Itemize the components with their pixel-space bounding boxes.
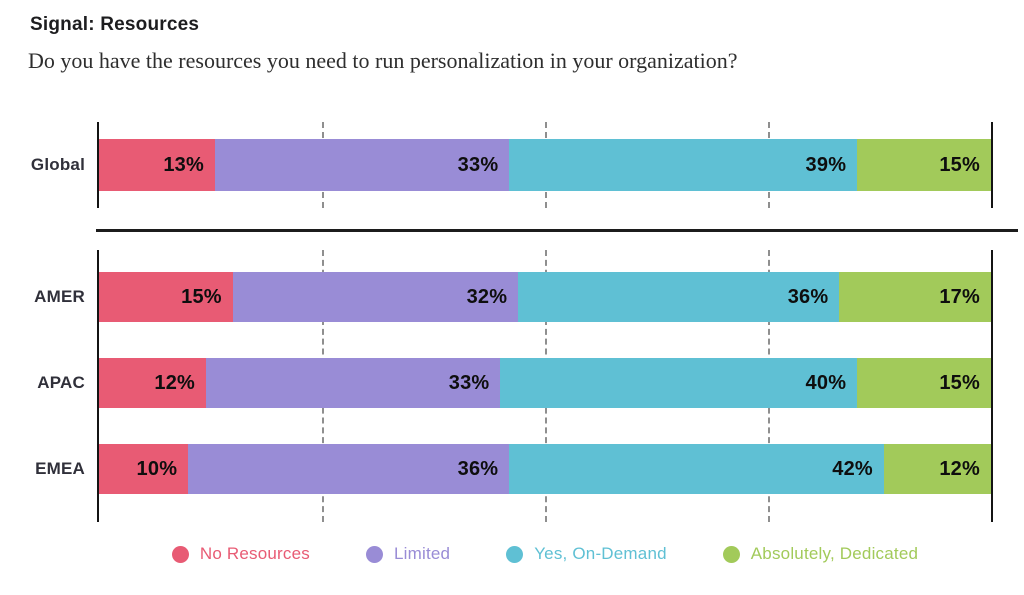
bar-row-amer: AMER 15% 32% 36% 17% — [34, 272, 991, 322]
bar-segment-no-resources: 13% — [99, 139, 215, 191]
bar-row-global: Global 13% 33% 39% 15% — [31, 139, 991, 191]
legend-item-no-resources: No Resources — [171, 544, 310, 564]
bar-segment-no-resources: 12% — [99, 358, 207, 408]
global-chart-plot-area: Global 13% 33% 39% 15% — [31, 122, 993, 208]
legend-item-absolutely-dedicated: Absolutely, Dedicated — [722, 544, 919, 564]
segment-value-label: 33% — [457, 153, 499, 176]
segment-value-label: 15% — [939, 371, 980, 394]
chart-divider-line — [96, 229, 1018, 232]
legend-label: Limited — [393, 544, 451, 563]
legend-label: Absolutely, Dedicated — [750, 544, 919, 563]
segment-value-label: 10% — [136, 457, 178, 480]
bar-segment-absolutely-dedicated: 15% — [857, 358, 991, 408]
category-label: AMER — [34, 287, 85, 306]
chart-title: Signal: Resources — [30, 14, 200, 35]
bar-row-emea: EMEA 10% 36% 42% 12% — [35, 444, 991, 494]
category-label: EMEA — [35, 459, 85, 478]
segment-value-label: 15% — [181, 285, 222, 308]
segment-value-label: 15% — [939, 153, 980, 176]
bar-segment-no-resources: 15% — [99, 272, 233, 322]
bar-segment-absolutely-dedicated: 17% — [839, 272, 991, 322]
category-label: APAC — [37, 373, 85, 392]
bar-segment-no-resources: 10% — [99, 444, 189, 494]
bar-segment-limited: 33% — [214, 139, 510, 191]
segment-value-label: 40% — [805, 371, 847, 394]
segment-value-label: 33% — [448, 371, 490, 394]
category-label: Global — [30, 155, 85, 174]
legend-label: Yes, On-Demand — [534, 544, 667, 563]
legend-dot-icon — [722, 545, 740, 563]
segment-value-label: 17% — [939, 285, 980, 308]
segment-value-label: 13% — [163, 153, 204, 176]
legend-dot-icon — [171, 545, 189, 563]
legend-label: No Resources — [199, 544, 310, 563]
segment-value-label: 36% — [787, 285, 829, 308]
bar-segment-limited: 33% — [206, 358, 501, 408]
bar-row-apac: APAC 12% 33% 40% 15% — [37, 358, 991, 408]
legend-dot-icon — [365, 545, 383, 563]
bar-segment-limited: 36% — [188, 444, 510, 494]
segment-value-label: 36% — [457, 457, 499, 480]
legend-item-yes-on-demand: Yes, On-Demand — [506, 544, 667, 564]
stacked-bar: 10% 36% 42% 12% — [99, 444, 991, 494]
bar-segment-yes-on-demand: 36% — [518, 272, 840, 322]
legend-dot-icon — [506, 545, 524, 563]
stacked-bar: 15% 32% 36% 17% — [99, 272, 991, 322]
bar-segment-yes-on-demand: 40% — [500, 358, 858, 408]
bar-segment-absolutely-dedicated: 15% — [857, 139, 991, 191]
regions-chart-plot-area: AMER 15% 32% 36% 17% APAC 12% 33% 40% 15% EMEA 10% 3… — [34, 250, 993, 522]
bar-segment-absolutely-dedicated: 12% — [883, 444, 991, 494]
segment-value-label: 42% — [832, 457, 873, 480]
legend-item-limited: Limited — [365, 544, 451, 564]
segment-value-label: 12% — [154, 371, 196, 394]
segment-value-label: 39% — [805, 153, 847, 176]
legend: No Resources Limited Yes, On-Demand Absolut… — [97, 540, 993, 568]
stacked-bar: 12% 33% 40% 15% — [99, 358, 991, 408]
bar-segment-yes-on-demand: 42% — [509, 444, 884, 494]
bar-segment-yes-on-demand: 39% — [509, 139, 858, 191]
chart-question: Do you have the resources you need to ru… — [28, 48, 738, 73]
bar-segment-limited: 32% — [232, 272, 519, 322]
segment-value-label: 12% — [939, 457, 980, 480]
stacked-bar: 13% 33% 39% 15% — [99, 139, 991, 191]
segment-value-label: 32% — [466, 285, 508, 308]
